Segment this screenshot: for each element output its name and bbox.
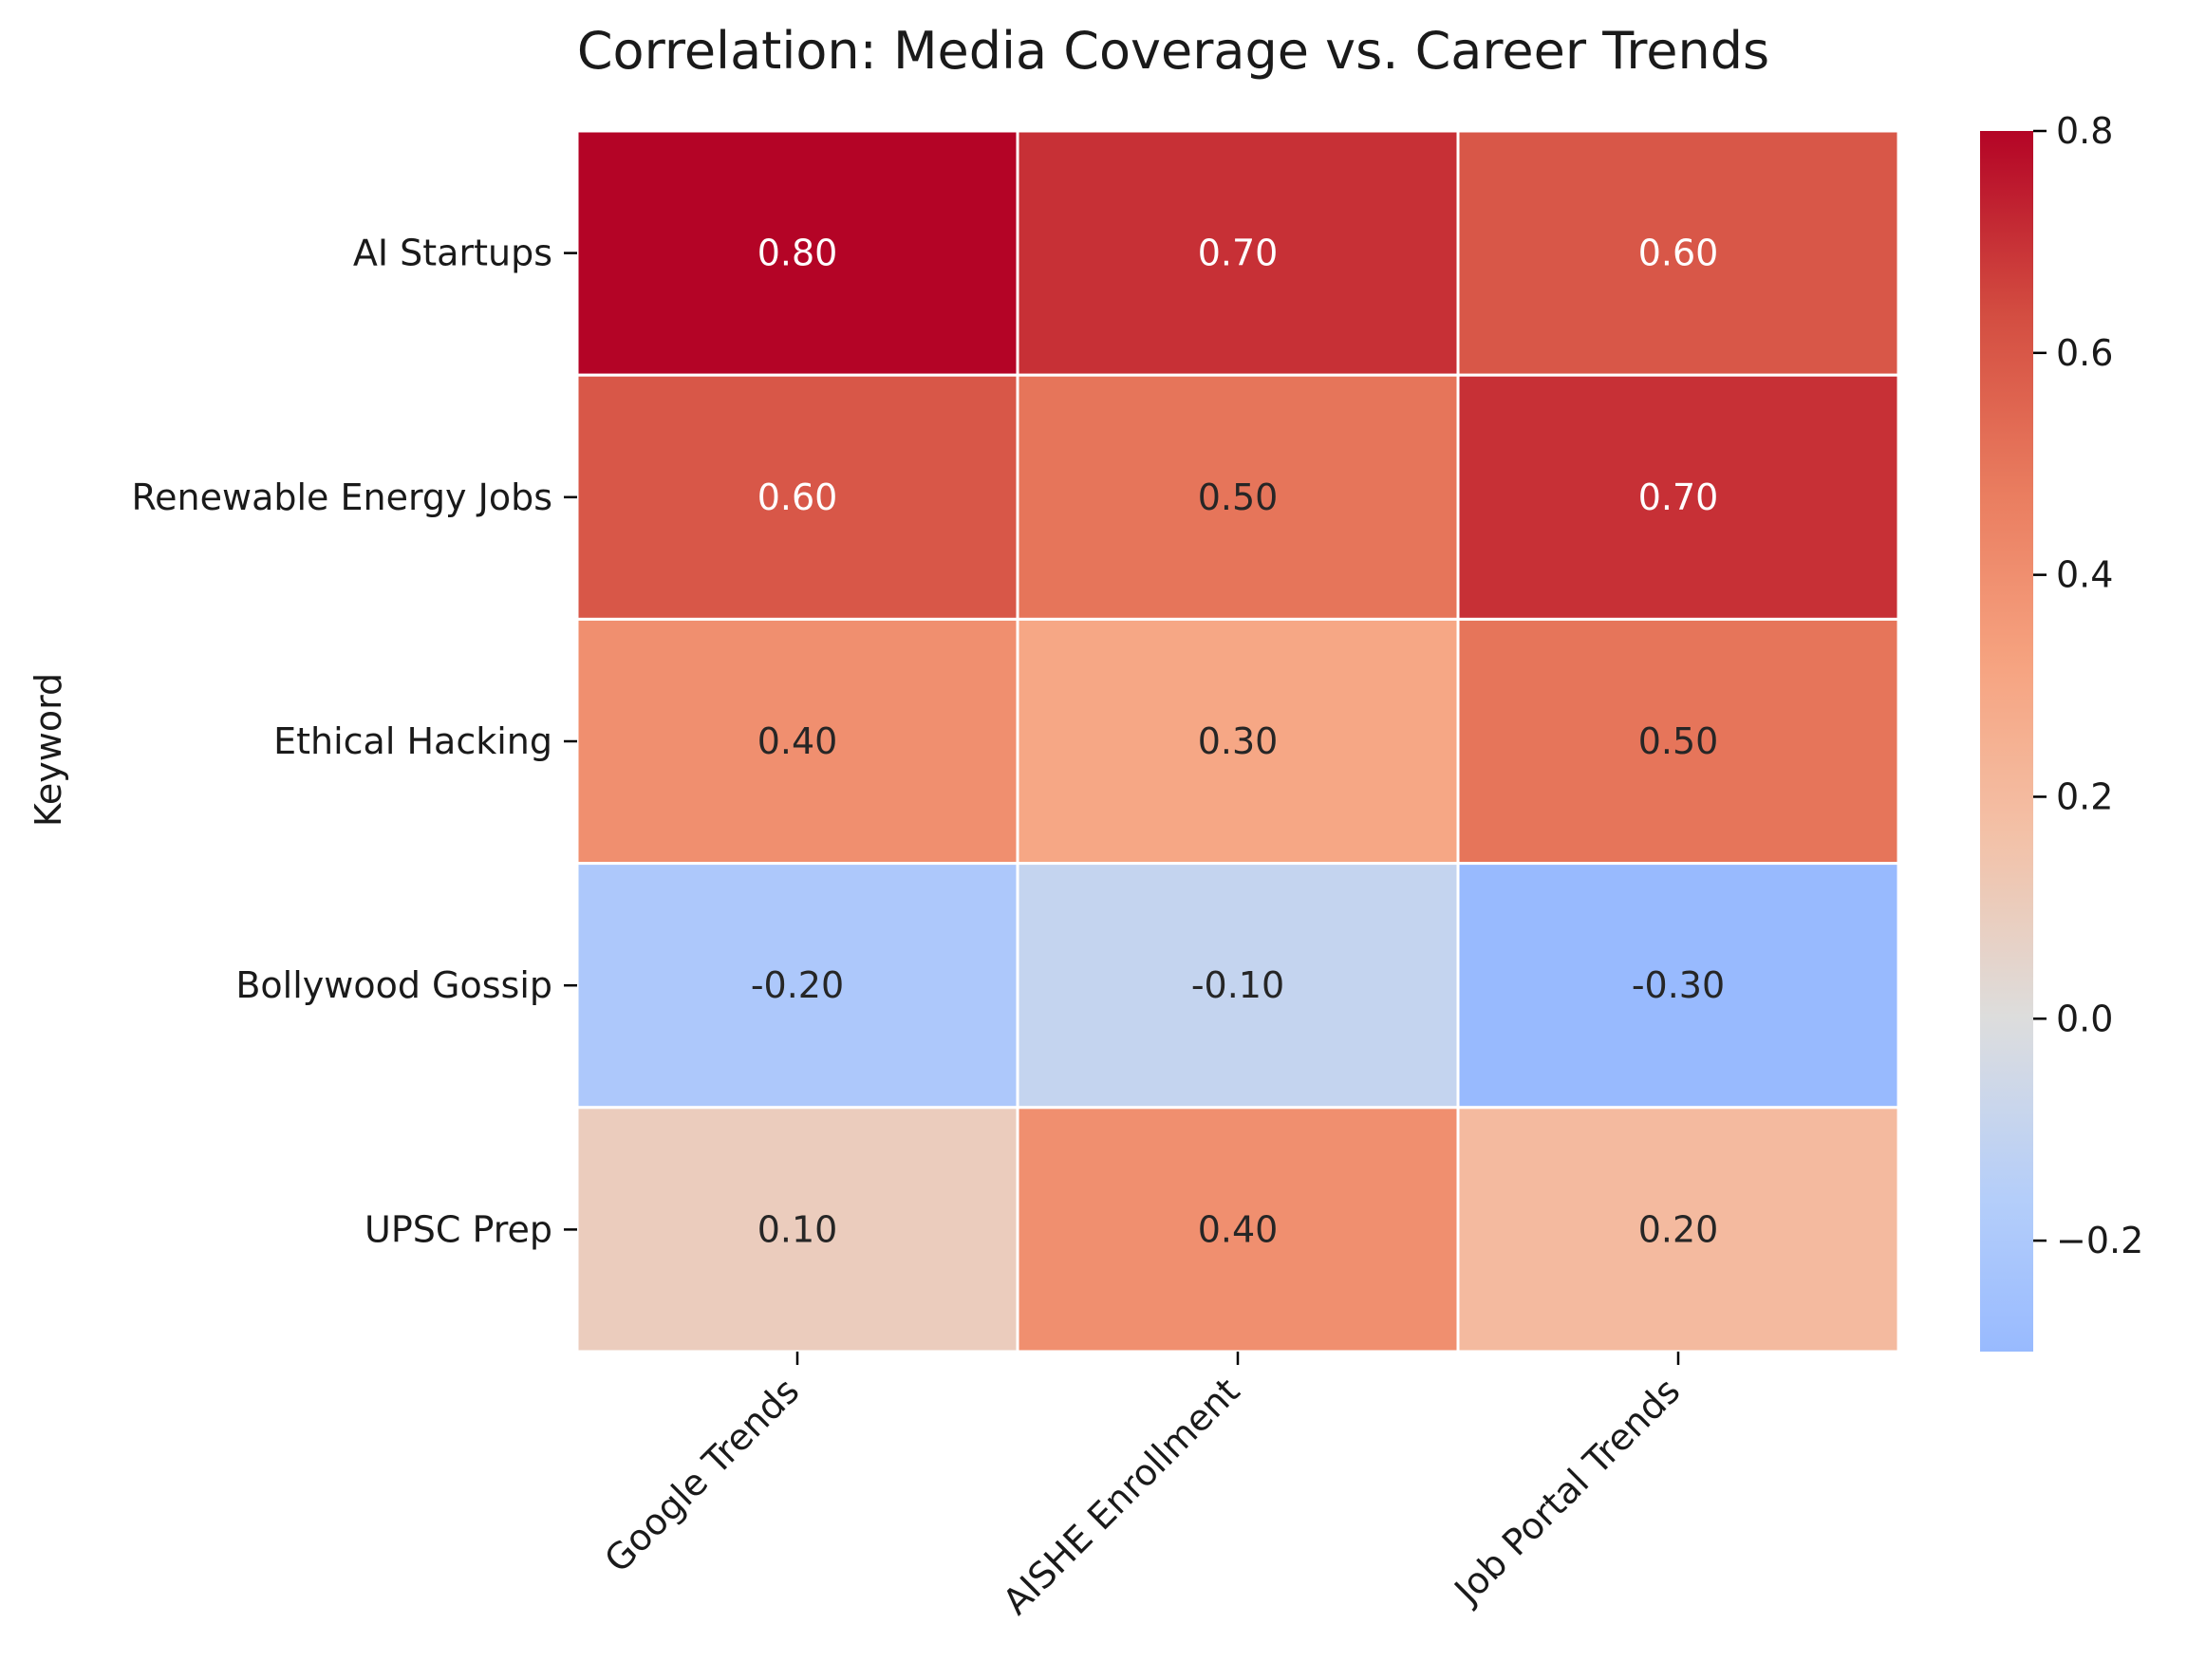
heatmap-cell <box>575 373 1019 621</box>
chart-title: Correlation: Media Coverage vs. Career T… <box>577 21 1769 81</box>
cell-value-label: -0.30 <box>1632 964 1725 1006</box>
colorbar-tick-label: −0.2 <box>2056 1220 2143 1261</box>
y-tick-label: Bollywood Gossip <box>235 964 552 1006</box>
x-tick-label: Job Portal Trends <box>1446 1370 1689 1613</box>
x-axis: Google Trends AISHE Enrollment Job Portal … <box>596 1352 1688 1623</box>
cell-value-label: 0.40 <box>1198 1208 1279 1250</box>
heatmap-cell <box>575 129 1019 377</box>
cell-value-label: 0.50 <box>1638 720 1719 762</box>
heatmap-cell <box>1016 373 1460 621</box>
y-axis-label: Keyword <box>28 673 69 827</box>
cell-value-label: 0.50 <box>1198 476 1279 518</box>
cell-value-label: 0.60 <box>1638 233 1719 274</box>
heatmap-cells: 0.80 0.70 0.60 0.60 0.50 0.70 0.40 0.30 0.50 -0.2… <box>575 129 1900 1353</box>
y-tick-label: Ethical Hacking <box>273 720 552 762</box>
heatmap-cell <box>1456 129 1900 377</box>
cell-value-label: 0.40 <box>757 720 838 762</box>
x-tick-label: AISHE Enrollment <box>995 1370 1247 1622</box>
heatmap-cell <box>575 862 1019 1110</box>
y-tick-label: UPSC Prep <box>364 1208 552 1250</box>
cell-value-label: -0.10 <box>1191 964 1284 1006</box>
colorbar-tick-label: 0.4 <box>2056 554 2113 596</box>
colorbar-tick-label: 0.2 <box>2056 775 2113 817</box>
cell-value-label: 0.60 <box>757 476 838 518</box>
x-tick-label: Google Trends <box>596 1370 807 1580</box>
cell-value-label: 0.30 <box>1198 720 1279 762</box>
colorbar-tick-label: 0.6 <box>2056 332 2113 374</box>
heatmap-cell <box>575 1106 1019 1353</box>
y-axis: AI Startups Renewable Energy Jobs Ethical … <box>131 233 577 1250</box>
y-tick-label: Renewable Energy Jobs <box>131 476 552 518</box>
heatmap-cell <box>1456 1106 1900 1353</box>
cell-value-label: 0.70 <box>1198 233 1279 274</box>
heatmap-cell <box>1456 862 1900 1110</box>
colorbar-tick-label: 0.0 <box>2056 998 2113 1039</box>
heatmap-cell <box>1016 617 1460 866</box>
cell-value-label: 0.20 <box>1638 1208 1719 1250</box>
cell-value-label: 0.10 <box>757 1208 838 1250</box>
heatmap-cell <box>1456 373 1900 621</box>
colorbar-gradient <box>1980 131 2033 1352</box>
y-tick-label: AI Startups <box>353 233 552 274</box>
colorbar: −0.2 0.0 0.2 0.4 0.6 0.8 <box>1980 110 2143 1352</box>
cell-value-label: 0.70 <box>1638 476 1719 518</box>
heatmap-cell <box>1016 129 1460 377</box>
colorbar-tick-label: 0.8 <box>2056 110 2113 152</box>
cell-value-label: -0.20 <box>751 964 844 1006</box>
cell-value-label: 0.80 <box>757 233 838 274</box>
heatmap-cell <box>1016 1106 1460 1353</box>
